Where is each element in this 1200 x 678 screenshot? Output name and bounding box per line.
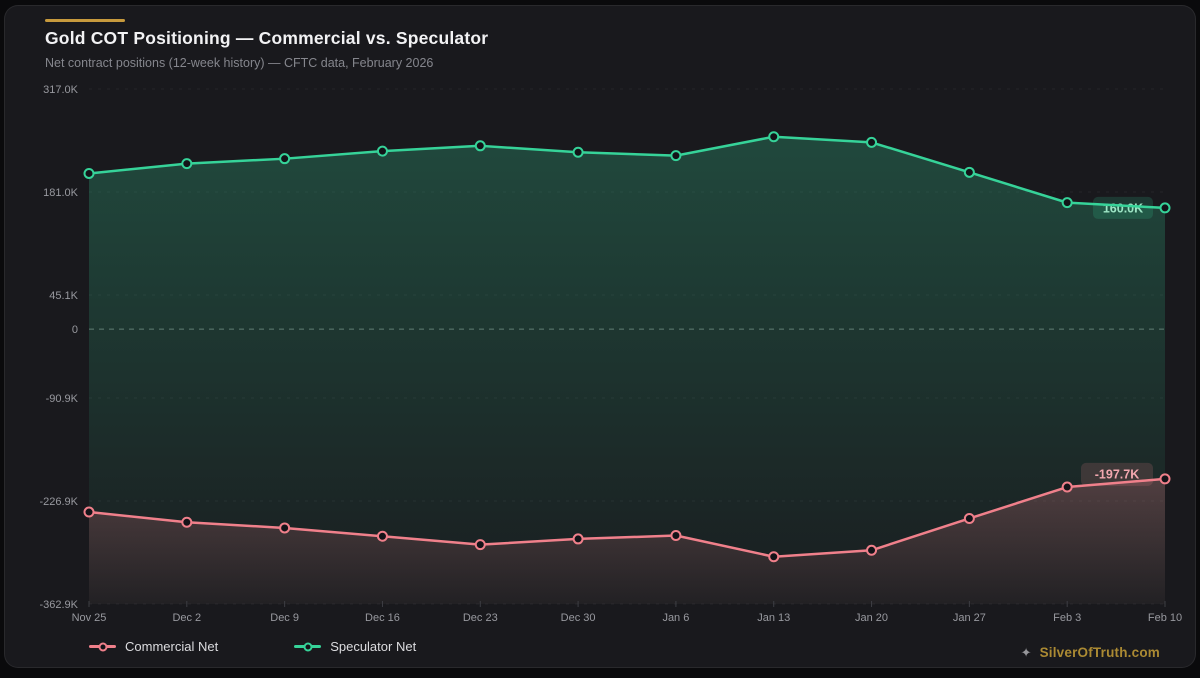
speculator-point-0[interactable]: [85, 169, 94, 178]
commercial-point-4[interactable]: [476, 540, 485, 549]
y-tick-label: 45.1K: [49, 290, 78, 302]
y-tick-label: 317.0K: [43, 84, 79, 96]
y-tick-label: 181.0K: [43, 187, 79, 199]
x-tick-label: Nov 25: [72, 612, 107, 624]
commercial-point-5[interactable]: [574, 534, 583, 543]
sparkle-icon: ✦: [1021, 646, 1032, 659]
commercial-line-marker-icon: [89, 645, 116, 648]
x-tick-label: Feb 10: [1148, 612, 1182, 624]
speculator-point-8[interactable]: [867, 138, 876, 147]
commercial-point-7[interactable]: [769, 552, 778, 561]
commercial-point-9[interactable]: [965, 514, 974, 523]
watermark-text: SilverOfTruth.com: [1040, 645, 1160, 660]
speculator-end-label: 160.0K: [1103, 201, 1143, 215]
speculator-point-4[interactable]: [476, 141, 485, 150]
x-tick-label: Dec 9: [270, 612, 299, 624]
commercial-point-11[interactable]: [1161, 474, 1170, 483]
speculator-point-1[interactable]: [182, 159, 191, 168]
speculator-point-10[interactable]: [1063, 198, 1072, 207]
commercial-point-6[interactable]: [671, 531, 680, 540]
x-tick-label: Jan 13: [757, 612, 790, 624]
speculator-line-marker-icon: [294, 645, 321, 648]
speculator-point-6[interactable]: [671, 151, 680, 160]
x-tick-label: Jan 27: [953, 612, 986, 624]
commercial-end-label: -197.7K: [1095, 467, 1139, 481]
legend-label-commercial-net: Commercial Net: [125, 639, 218, 654]
x-tick-label: Dec 2: [172, 612, 201, 624]
commercial-point-0[interactable]: [85, 508, 94, 517]
x-tick-label: Dec 16: [365, 612, 400, 624]
commercial-point-8[interactable]: [867, 546, 876, 555]
legend: Commercial Net Speculator Net: [89, 639, 416, 654]
y-tick-label: 0: [72, 324, 78, 336]
y-tick-label: -226.9K: [39, 496, 78, 508]
speculator-point-5[interactable]: [574, 148, 583, 157]
speculator-point-3[interactable]: [378, 147, 387, 156]
commercial-point-2[interactable]: [280, 523, 289, 532]
legend-item-speculator-net[interactable]: Speculator Net: [294, 639, 416, 654]
speculator-point-7[interactable]: [769, 132, 778, 141]
y-tick-label: -90.9K: [46, 393, 79, 405]
watermark: ✦ SilverOfTruth.com: [1021, 645, 1160, 660]
commercial-point-3[interactable]: [378, 532, 387, 541]
x-tick-label: Dec 23: [463, 612, 498, 624]
y-tick-label: -362.9K: [39, 599, 78, 611]
commercial-point-10[interactable]: [1063, 483, 1072, 492]
x-tick-label: Jan 6: [662, 612, 689, 624]
commercial-point-1[interactable]: [182, 518, 191, 527]
legend-label-speculator-net: Speculator Net: [330, 639, 416, 654]
legend-item-commercial-net[interactable]: Commercial Net: [89, 639, 218, 654]
x-tick-label: Feb 3: [1053, 612, 1081, 624]
speculator-point-11[interactable]: [1161, 203, 1170, 212]
chart-card: Gold COT Positioning — Commercial vs. Sp…: [4, 5, 1196, 668]
cot-line-chart[interactable]: 160.0K -197.7K 317.0K 181.0K 45.1K 0 -90.9K -22…: [5, 6, 1200, 678]
speculator-point-9[interactable]: [965, 168, 974, 177]
speculator-point-2[interactable]: [280, 154, 289, 163]
x-tick-label: Jan 20: [855, 612, 888, 624]
x-tick-label: Dec 30: [561, 612, 596, 624]
